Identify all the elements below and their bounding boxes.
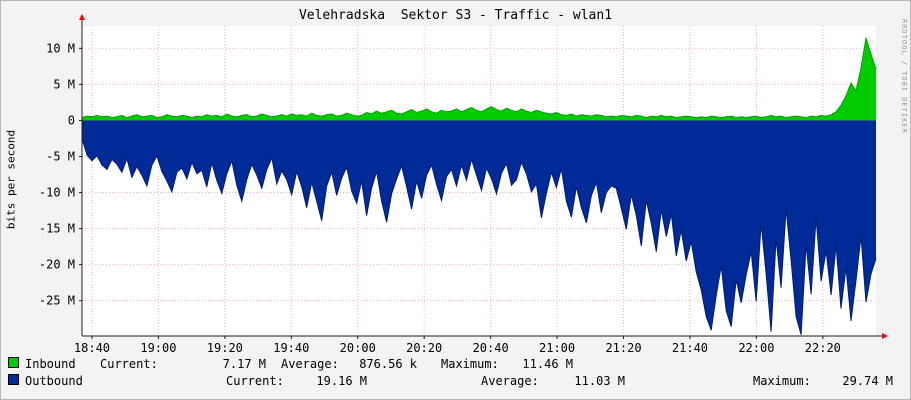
y-axis-arrow-icon (79, 14, 85, 20)
legend-row-inbound: Inbound Current: 7.17 M Average: 876.56 … (1, 357, 910, 371)
graph-title: Velehradska Sektor S3 - Traffic - wlan1 (298, 8, 613, 23)
y-tick-label: 10 M (46, 41, 75, 55)
x-tick-label: 19:00 (140, 341, 176, 355)
outbound-current-label: Current: (226, 374, 284, 388)
outbound-legend-label: Outbound (25, 374, 83, 388)
inbound-current-value: 7.17 M (222, 357, 266, 371)
x-tick-label: 20:20 (406, 341, 442, 355)
inbound-current-label: Current: (100, 357, 158, 371)
outbound-current-value: 19.16 M (316, 374, 367, 388)
outbound-maximum-value: 29.74 M (842, 374, 893, 388)
x-tick-label: 21:20 (605, 341, 641, 355)
outbound-swatch (8, 374, 19, 385)
y-tick-label: -10 M (39, 186, 75, 200)
inbound-average-label: Average: (281, 357, 339, 371)
outbound-maximum-label: Maximum: (753, 374, 811, 388)
inbound-maximum-label: Maximum: (441, 357, 499, 371)
y-tick-label: 5 M (53, 77, 75, 91)
legend-row-outbound: Outbound Current: 19.16 M Average: 11.03… (1, 374, 910, 388)
y-tick-label: -20 M (39, 258, 75, 272)
y-tick-label: 0 (68, 113, 75, 127)
y-tick-label: -25 M (39, 294, 75, 308)
rrdtool-watermark: RRDTOOL / TOBI OETIKER (900, 19, 908, 134)
y-tick-label: -15 M (39, 222, 75, 236)
inbound-line (81, 37, 877, 119)
x-tick-label: 21:40 (672, 341, 708, 355)
x-tick-label: 18:40 (74, 341, 110, 355)
x-tick-label: 19:20 (207, 341, 243, 355)
inbound-maximum-value: 11.46 M (522, 357, 573, 371)
outbound-average-label: Average: (481, 374, 539, 388)
outbound-average-value: 11.03 M (574, 374, 625, 388)
inbound-legend-label: Inbound (25, 357, 76, 371)
outbound-line (81, 138, 877, 335)
x-tick-label: 20:40 (473, 341, 509, 355)
x-tick-label: 19:40 (273, 341, 309, 355)
x-tick-label: 21:00 (539, 341, 575, 355)
y-tick-label: -5 M (46, 149, 75, 163)
x-tick-label: 20:00 (340, 341, 376, 355)
y-axis-label: bits per second (4, 129, 18, 230)
inbound-swatch (8, 357, 19, 368)
x-axis-arrow-icon (882, 333, 888, 339)
inbound-average-value: 876.56 k (359, 357, 417, 371)
x-tick-label: 22:00 (738, 341, 774, 355)
x-tick-label: 22:20 (805, 341, 841, 355)
